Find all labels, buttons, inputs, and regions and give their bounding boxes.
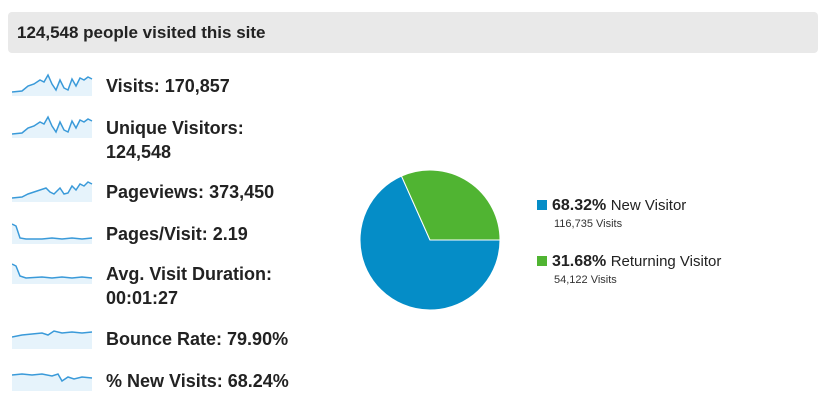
metric-label: Pageviews: bbox=[106, 182, 205, 202]
legend-item: 31.68% Returning Visitor 54,122 Visits bbox=[537, 253, 721, 286]
sparkline bbox=[12, 115, 93, 138]
metric-value: 373,450 bbox=[209, 182, 275, 202]
pie-slice bbox=[400, 169, 501, 241]
metric-label: Bounce Rate: bbox=[106, 329, 223, 349]
sparkline bbox=[12, 263, 93, 284]
metric-label: % New Visits: bbox=[106, 371, 223, 391]
legend-swatch bbox=[537, 256, 547, 266]
metric-value: 2.19 bbox=[212, 224, 248, 244]
metric-value: 170,857 bbox=[164, 76, 230, 96]
metric: Pageviews: 373,450 bbox=[106, 180, 274, 204]
pie-slice bbox=[359, 175, 501, 311]
metric: Unique Visitors: 124,548 bbox=[106, 116, 244, 164]
metric: % New Visits: 68.24% bbox=[106, 369, 289, 393]
metric-value: 00:01:27 bbox=[106, 288, 179, 308]
metric: Visits: 170,857 bbox=[106, 74, 230, 98]
legend-label: New Visitor bbox=[610, 197, 687, 214]
metric-label: Pages/Visit: bbox=[106, 224, 208, 244]
metric-label: Visits: bbox=[106, 76, 160, 96]
metric-value: 124,548 bbox=[106, 142, 172, 162]
legend-percent: 31.68% bbox=[552, 253, 607, 270]
legend-visits: 116,735 Visits bbox=[554, 218, 623, 230]
metric: Bounce Rate: 79.90% bbox=[106, 327, 288, 351]
sparkline bbox=[12, 223, 93, 244]
metric: Avg. Visit Duration: 00:01:27 bbox=[106, 262, 272, 310]
legend-percent: 68.32% bbox=[552, 197, 607, 214]
metric-label: Unique Visitors: bbox=[106, 118, 244, 138]
metric-label: Avg. Visit Duration: bbox=[106, 264, 273, 284]
metric-value: 68.24% bbox=[227, 371, 289, 391]
metric: Pages/Visit: 2.19 bbox=[106, 222, 248, 246]
pie-chart bbox=[359, 169, 501, 311]
legend-item: 68.32% New Visitor 116,735 Visits bbox=[537, 197, 686, 230]
metric-value: 79.90% bbox=[227, 329, 289, 349]
sparkline bbox=[12, 181, 93, 202]
legend-visits: 54,122 Visits bbox=[554, 274, 617, 286]
sparkline bbox=[12, 373, 93, 391]
sparkline bbox=[12, 73, 93, 96]
legend-label: Returning Visitor bbox=[610, 253, 722, 270]
header: 124,548 people visited this site bbox=[8, 12, 818, 53]
sparkline bbox=[12, 330, 93, 349]
legend-swatch bbox=[537, 200, 547, 210]
